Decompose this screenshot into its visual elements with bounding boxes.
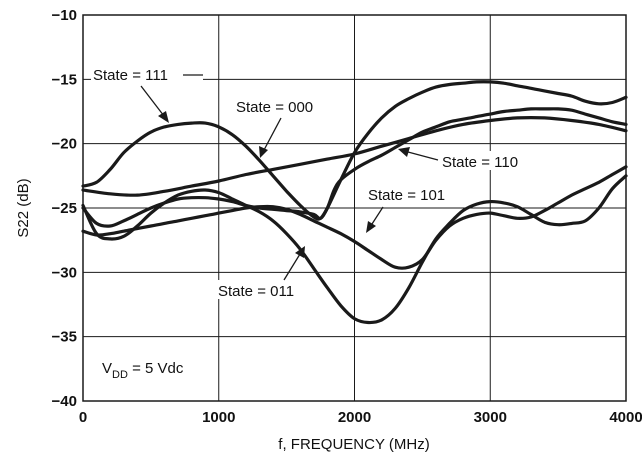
arrowhead xyxy=(398,147,410,157)
annotation-leader xyxy=(407,151,439,161)
annotation-state-000: State = 000 xyxy=(234,96,328,158)
x-tick-label: 1000 xyxy=(202,409,235,426)
annotation-label: State = 011 xyxy=(218,283,294,300)
x-tick-label: 4000 xyxy=(609,409,642,426)
series-line-state-011 xyxy=(81,174,628,325)
annotation-state-111: State = 111 xyxy=(91,64,203,123)
annotation-bg xyxy=(440,151,534,170)
annotation-bg xyxy=(214,280,320,299)
annotation-leader xyxy=(371,206,384,225)
condition-main: V xyxy=(102,360,112,377)
annotation-state-101: State = 101 xyxy=(366,184,460,233)
x-tick-label: 0 xyxy=(79,409,87,426)
y-axis-label: S22 (dB) xyxy=(15,178,32,237)
series-line-state-000 xyxy=(81,116,628,197)
annotation-label: State = 000 xyxy=(236,99,313,116)
condition-rest: = 5 Vdc xyxy=(128,360,184,377)
arrowhead xyxy=(158,111,169,123)
series-line-state-110 xyxy=(81,107,628,228)
annotation-leader xyxy=(140,85,165,117)
annotation-state-011: State = 011 xyxy=(214,246,320,300)
y-tick-label: −30 xyxy=(52,264,77,281)
annotation-bg xyxy=(91,64,203,84)
annotation-leader xyxy=(263,117,282,151)
x-tick-label: 2000 xyxy=(338,409,371,426)
x-tick-label: 3000 xyxy=(474,409,507,426)
tick-layer: 0 1000 2000 3000 4000 −10 −15 −20 −25 −30 −35 −40 xyxy=(52,7,642,426)
y-tick-label: −25 xyxy=(52,200,77,217)
x-axis-label: f, FREQUENCY (MHz) xyxy=(278,436,429,453)
series-line-state-111 xyxy=(81,80,628,221)
curve-layer xyxy=(81,80,628,325)
annotation-label: State = 101 xyxy=(368,187,445,204)
arrowhead xyxy=(295,246,305,258)
annotation-leader xyxy=(283,253,301,281)
annotation-label: State = 110 xyxy=(442,154,518,171)
condition-sub: DD xyxy=(112,369,128,381)
y-tick-label: −15 xyxy=(52,71,77,88)
arrowhead xyxy=(366,221,376,233)
annotation-label: State = 111 xyxy=(93,67,168,84)
annotation-state-110: State = 110 xyxy=(398,147,534,171)
condition-label: VDD = 5 Vdc xyxy=(102,360,184,381)
y-tick-label: −10 xyxy=(52,7,77,24)
y-tick-label: −40 xyxy=(52,393,77,410)
annotation-bg xyxy=(366,184,460,203)
y-tick-label: −35 xyxy=(52,329,77,346)
arrowhead xyxy=(259,146,268,158)
y-tick-label: −20 xyxy=(52,136,77,153)
annotation-bg xyxy=(234,96,328,115)
